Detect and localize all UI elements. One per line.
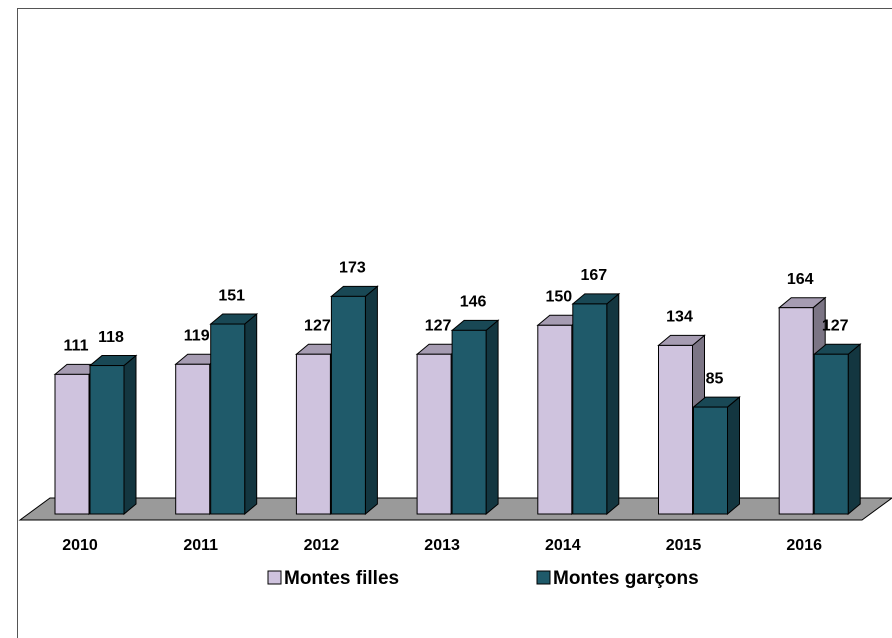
data-label: 127 (304, 317, 331, 334)
x-tick-label: 2015 (666, 537, 702, 554)
legend-swatch (267, 570, 282, 585)
bar-front (416, 353, 452, 515)
bar-front (537, 324, 573, 515)
bar-front (175, 363, 211, 515)
bar (330, 285, 379, 516)
bar-front (813, 353, 849, 515)
data-label: 127 (822, 317, 849, 334)
bar-side (847, 343, 861, 516)
bar-front (330, 295, 366, 515)
data-label: 146 (460, 294, 487, 311)
data-label: 151 (218, 287, 245, 304)
bar-front (572, 303, 608, 515)
bar-side (123, 354, 137, 516)
bar-side (727, 396, 740, 516)
bar-side (606, 292, 620, 516)
bar-side (244, 312, 258, 516)
data-label: 164 (787, 271, 814, 288)
x-tick-label: 2014 (545, 537, 581, 554)
data-label: 173 (339, 260, 366, 277)
x-tick-label: 2010 (62, 537, 98, 554)
data-label: 119 (184, 328, 210, 345)
bar-front (693, 406, 728, 515)
legend-label: Montes filles (284, 568, 399, 589)
bar-side (364, 285, 378, 516)
bar-front (778, 307, 814, 515)
bar-front (54, 373, 90, 515)
legend-label: Montes garçons (553, 568, 699, 589)
data-label: 167 (580, 267, 607, 284)
bar-front (210, 323, 246, 515)
chart-frame (17, 8, 892, 638)
bar-front (658, 344, 693, 515)
bar (450, 319, 500, 516)
legend-swatch (536, 570, 551, 585)
data-label: 118 (98, 329, 124, 346)
bar (812, 343, 862, 516)
bar (571, 292, 621, 516)
bar (209, 312, 259, 516)
x-tick-label: 2012 (304, 537, 340, 554)
data-label: 127 (425, 317, 452, 334)
bar-front (295, 353, 331, 515)
bar (692, 396, 741, 516)
x-tick-label: 2016 (786, 537, 822, 554)
data-label: 85 (706, 370, 724, 387)
bar-front (89, 365, 125, 515)
bar-side (485, 319, 499, 516)
data-label: 111 (64, 338, 89, 355)
bar-front (451, 329, 487, 515)
x-tick-label: 2013 (424, 537, 460, 554)
data-label: 134 (666, 309, 693, 326)
x-tick-label: 2011 (183, 537, 218, 554)
data-label: 150 (545, 289, 572, 306)
bar (88, 354, 138, 516)
